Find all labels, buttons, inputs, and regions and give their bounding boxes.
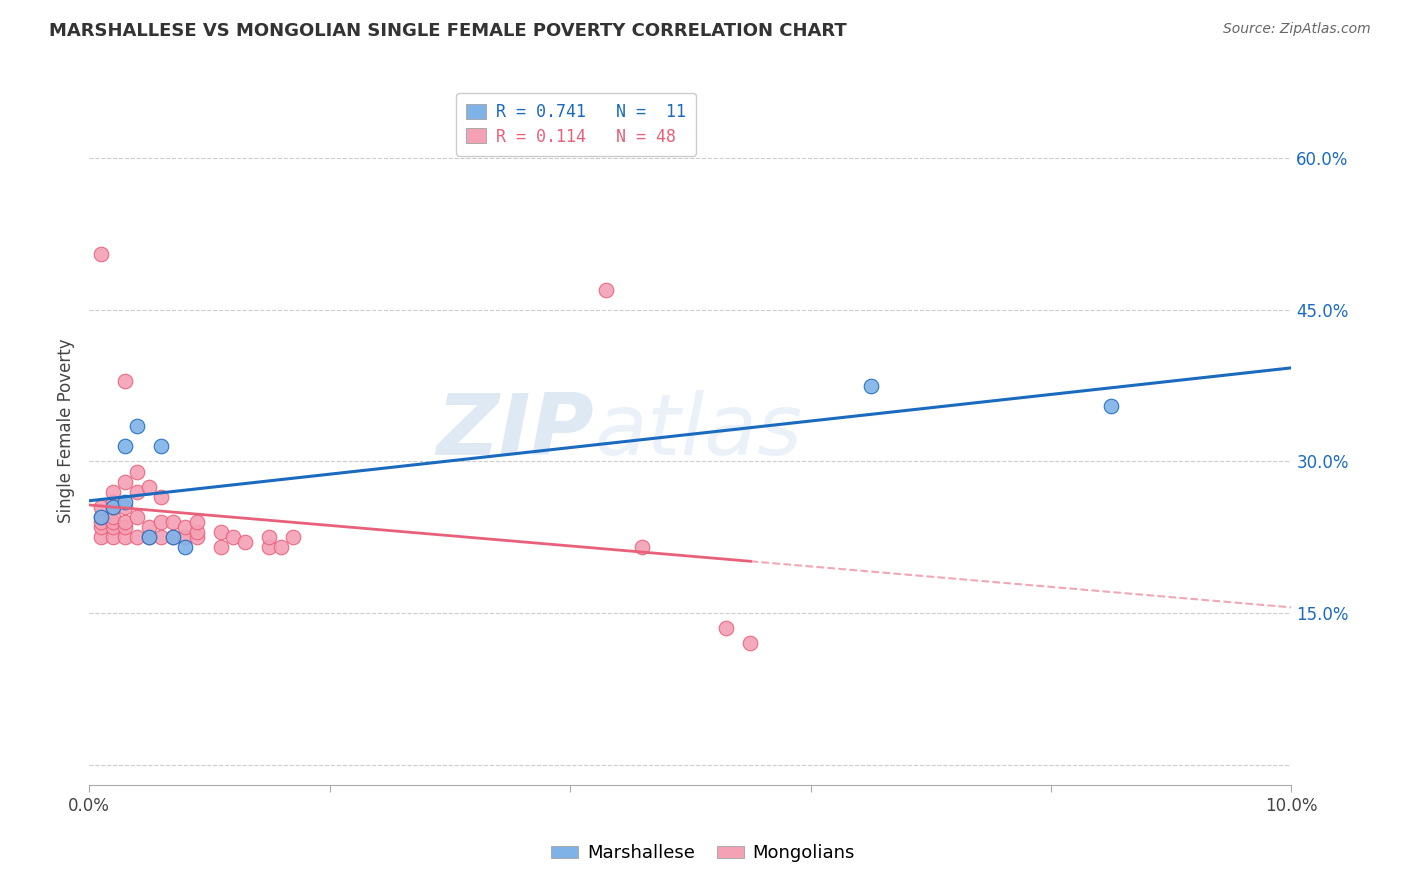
Point [90,515,112,529]
Point [101,530,124,544]
Point [101,515,124,529]
Point [222,530,245,544]
Point [716,621,738,635]
Point [90,510,112,524]
Point [127,510,149,524]
Point [259,530,281,544]
Point [174,520,197,534]
Point [90,510,112,524]
Point [127,530,149,544]
Text: Source: ZipAtlas.com: Source: ZipAtlas.com [1223,22,1371,37]
Point [150,490,173,504]
Point [174,541,197,555]
Point [235,535,257,549]
Point [162,515,184,529]
Point [162,530,184,544]
Point [174,530,197,544]
Point [101,500,124,514]
Point [740,636,762,650]
Point [270,541,292,555]
Point [209,541,232,555]
Point [283,530,305,544]
Point [162,530,184,544]
Point [101,484,124,499]
Point [90,500,112,514]
Point [138,530,160,544]
Point [150,530,173,544]
Point [90,520,112,534]
Legend: R = 0.741   N =  11, R = 0.114   N = 48: R = 0.741 N = 11, R = 0.114 N = 48 [456,93,696,155]
Legend: Marshallese, Mongolians: Marshallese, Mongolians [544,838,862,870]
Point [209,525,232,540]
Point [595,283,617,297]
Point [101,495,124,509]
Point [150,515,173,529]
Point [631,541,654,555]
Y-axis label: Single Female Poverty: Single Female Poverty [58,339,75,524]
Point [90,530,112,544]
Text: atlas: atlas [595,390,801,473]
Point [101,510,124,524]
Point [186,515,208,529]
Point [114,374,136,388]
Point [138,480,160,494]
Point [138,530,160,544]
Point [127,484,149,499]
Point [101,500,124,514]
Text: ZIP: ZIP [436,390,595,473]
Point [127,465,149,479]
Point [90,247,112,261]
Point [114,520,136,534]
Point [1099,399,1122,413]
Point [859,378,882,392]
Point [114,530,136,544]
Point [127,419,149,434]
Point [101,520,124,534]
Point [186,530,208,544]
Point [259,541,281,555]
Point [150,439,173,453]
Point [114,475,136,489]
Point [114,500,136,514]
Point [186,525,208,540]
Point [114,515,136,529]
Point [114,495,136,509]
Point [138,520,160,534]
Point [114,439,136,453]
Text: MARSHALLESE VS MONGOLIAN SINGLE FEMALE POVERTY CORRELATION CHART: MARSHALLESE VS MONGOLIAN SINGLE FEMALE P… [49,22,846,40]
